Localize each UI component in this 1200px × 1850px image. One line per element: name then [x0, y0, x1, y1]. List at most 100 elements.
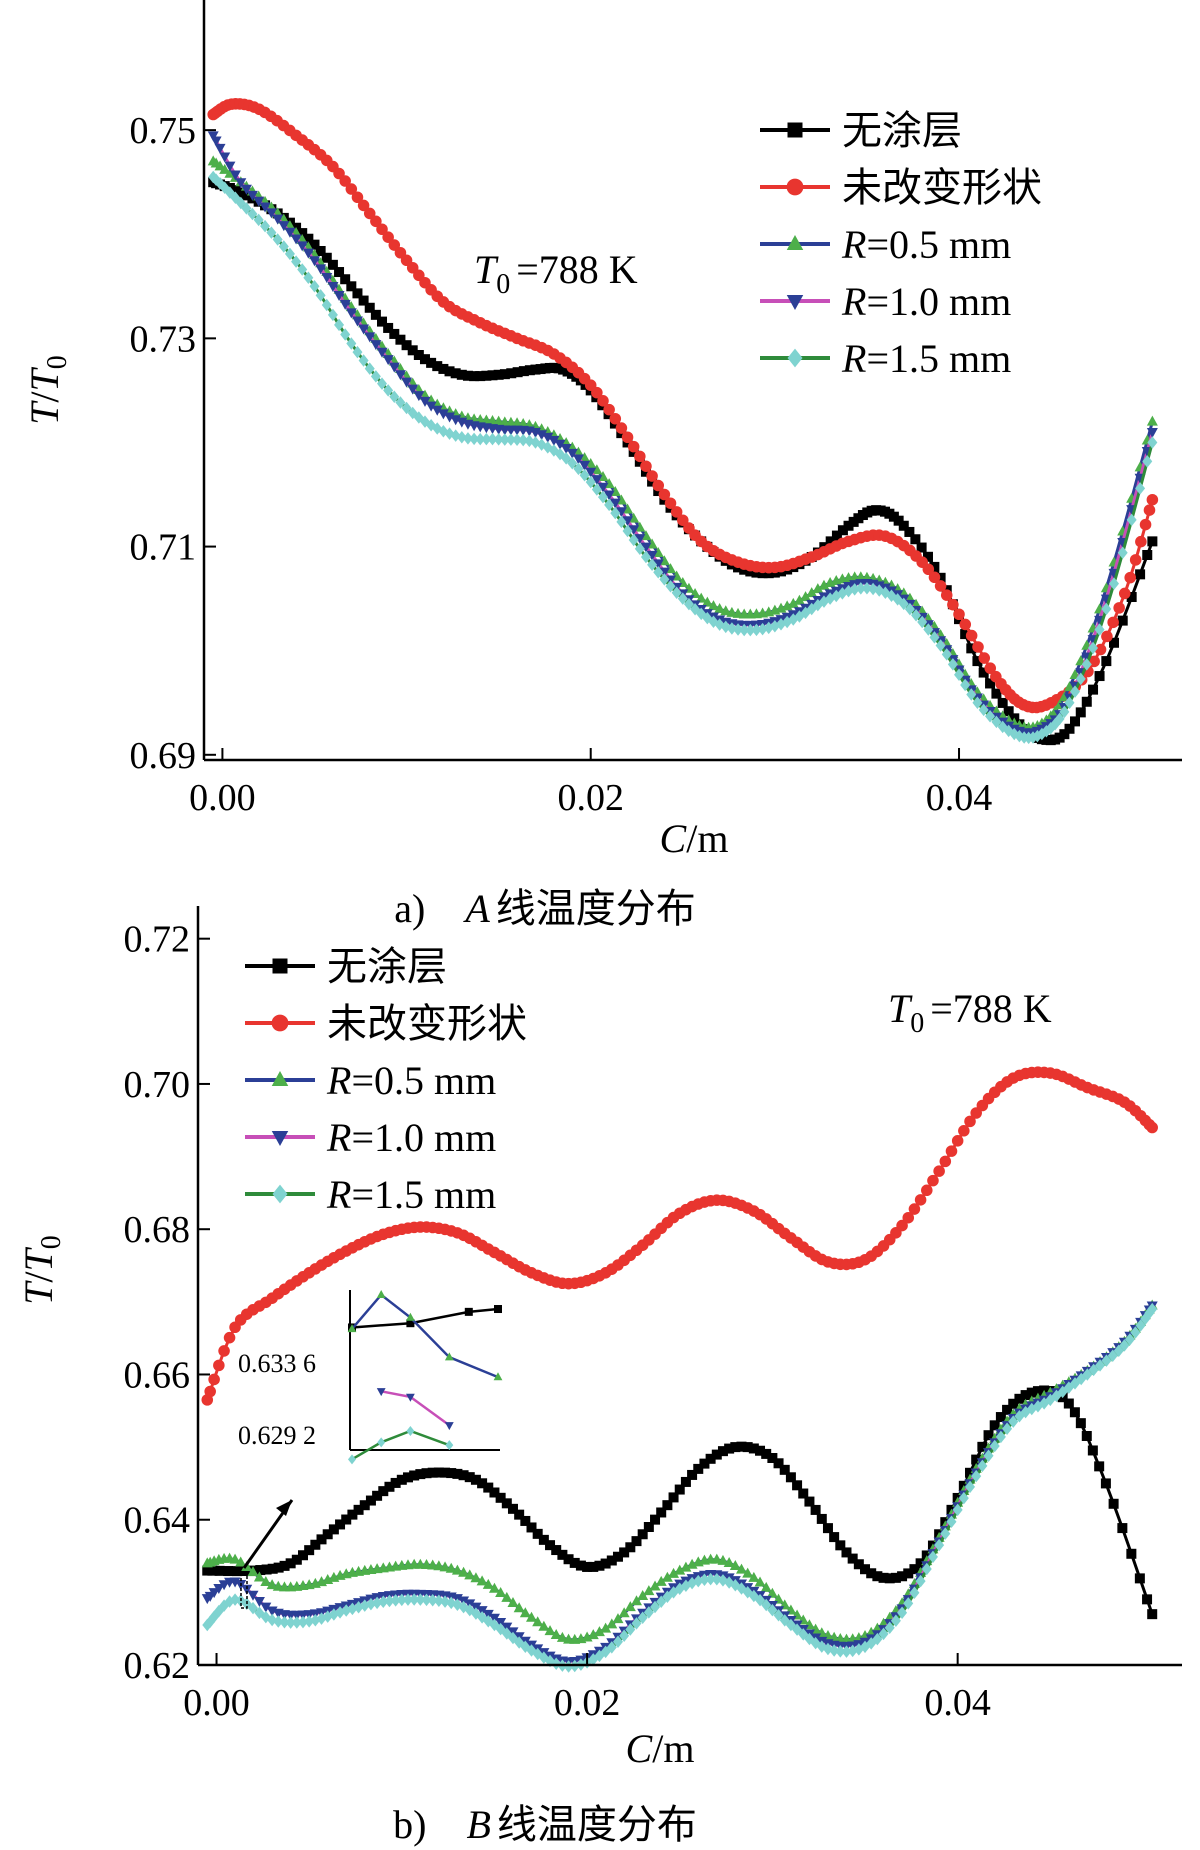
panel-a-t0-annotation: T0 =788 K	[474, 247, 638, 300]
panel-a-series-5-point	[260, 219, 271, 233]
panel-b-series-1-point	[353, 1504, 364, 1515]
panel-b-series-5-point	[927, 1550, 938, 1564]
panel-a-caption: a) A 线温度分布	[394, 886, 696, 931]
panel-b-series-1-point	[304, 1545, 315, 1556]
panel-b-series-2-point	[964, 1115, 976, 1128]
panel-b-series-1-point	[822, 1523, 833, 1534]
panel-b-series-1-point	[1087, 1445, 1098, 1456]
panel-b-series-1-point	[255, 1565, 266, 1576]
panel-b-series-4-point	[247, 1590, 259, 1601]
panel-b-series-5-point	[773, 1609, 784, 1622]
panel-a-series-5-point	[1147, 436, 1158, 449]
panel-a-series-2-point	[603, 403, 615, 416]
panel-b-series-3-point	[482, 1578, 494, 1589]
panel-a-series-1-point	[241, 190, 252, 201]
panel-b-series-3-point	[587, 1629, 599, 1640]
panel-a-series-5-point	[966, 688, 977, 701]
panel-b-series-2-point	[1146, 1121, 1158, 1134]
panel-b-series-1-point	[1075, 1418, 1086, 1429]
panel-a-series-4-point	[224, 161, 236, 172]
panel-a-series-5-point	[1135, 482, 1146, 495]
panel-b-legend-item-1: 无涂层	[245, 944, 447, 989]
panel-a-series-4-point	[272, 214, 284, 225]
panel-a-series-5-point	[904, 602, 915, 616]
panel-b-series-5-point	[378, 1595, 389, 1609]
panel-a-series-2-point	[609, 412, 622, 425]
panel-b-series-1-point	[1142, 1594, 1153, 1605]
panel-b-series-1-point	[643, 1522, 654, 1532]
inset-series-3-point	[406, 1312, 415, 1321]
panel-b-series-3-point	[229, 1553, 241, 1564]
panel-b-series-3-point	[550, 1629, 562, 1640]
panel-a-plot-area	[207, 98, 1159, 746]
panel-b-series-1-point	[1147, 1609, 1158, 1620]
panel-a-series-4-point	[591, 475, 603, 486]
inset-series-1-point	[494, 1305, 502, 1314]
panel-a-series-1-point	[475, 371, 486, 382]
panel-a-legend-item-2: 未改变形状	[760, 165, 1042, 210]
panel-a-series-3-point	[714, 603, 726, 614]
panel-b-series-1-point	[816, 1513, 827, 1524]
panel-a-series-2-point	[363, 207, 376, 220]
panel-a-series-1-point	[499, 369, 510, 380]
panel-b-series-1-point	[711, 1449, 722, 1460]
panel-b-series-1-point	[551, 1545, 562, 1556]
panel-a-series-5-line	[212, 175, 1154, 740]
panel-a-legend-swatch-marker	[786, 178, 804, 196]
panel-b-series-1-point	[693, 1463, 704, 1474]
panel-b-series-1-point	[446, 1468, 457, 1479]
panel-a-series-4-point	[585, 467, 597, 478]
panel-a-series-1-point	[985, 678, 996, 689]
panel-b-series-1-point	[625, 1542, 636, 1553]
panel-b-series-1-point	[214, 1565, 225, 1576]
panel-b-series-1-point	[532, 1528, 543, 1539]
panel-b-series-5-point	[884, 1621, 895, 1634]
panel-a-series-1	[208, 177, 1158, 746]
panel-b-series-3-point	[519, 1607, 531, 1618]
panel-a-legend-label: 未改变形状	[842, 165, 1042, 210]
panel-a-series-1-point	[524, 365, 535, 376]
panel-b-series-1-point	[662, 1500, 673, 1511]
panel-a-series-1-point	[837, 525, 848, 536]
panel-b-series-3-point	[748, 1571, 760, 1582]
panel-a-series-5-point	[1070, 685, 1081, 698]
panel-b-series-1-point	[798, 1488, 809, 1499]
panel-a-series-1-point	[481, 370, 492, 381]
panel-b-series-1-point	[202, 1565, 213, 1576]
panel-a-series-1-point	[395, 334, 406, 345]
panel-a-series-5-point	[861, 581, 872, 595]
inset-series-4-point	[376, 1388, 386, 1397]
panel-b-series-5-point	[297, 1615, 308, 1629]
panel-a-series-2-point	[965, 629, 978, 642]
panel-a-series-2-point	[922, 563, 935, 576]
panel-b-x-tick-label: 0.00	[183, 1682, 250, 1724]
panel-b-series-1-point	[557, 1549, 568, 1560]
panel-b-series-1-point	[699, 1458, 710, 1469]
panel-a-series-5-point	[247, 207, 258, 221]
panel-b-series-5-point	[1135, 1319, 1146, 1332]
panel-b: 0.00 0.02 0.04 0.62 0.64 0.66 0.68 0.70 0.72 T/T…	[16, 906, 1182, 1847]
panel-b-legend-item-4: R=1.0 mm	[245, 1115, 496, 1160]
panel-b-series-5-point	[563, 1660, 574, 1673]
panel-b-series-1-point	[520, 1515, 531, 1526]
panel-a-series-5-point	[616, 515, 627, 529]
panel-a-series-5-point	[340, 328, 351, 341]
panel-a-series-1-point	[1117, 615, 1128, 626]
panel-b-series-5-point	[761, 1598, 772, 1612]
panel-b-series-5-point	[396, 1593, 407, 1607]
panel-a-series-5-point	[1088, 641, 1099, 655]
panel-a-series-3-point	[591, 464, 603, 475]
panel-b-series-3-point	[253, 1571, 265, 1582]
panel-a-series-4-point	[628, 525, 640, 536]
panel-a-series-3-point	[585, 457, 597, 468]
panel-a-series-5-point	[898, 597, 909, 611]
panel-a-series-5-point	[653, 565, 664, 579]
panel-b-series-1-point	[748, 1443, 759, 1454]
panel-b-series-2-point	[896, 1219, 908, 1232]
panel-b-ticks: 0.00 0.02 0.04 0.62 0.64 0.66 0.68 0.70 0.72	[124, 919, 991, 1724]
panel-b-legend-swatch-marker	[271, 1014, 289, 1032]
panel-b-series-5-point	[971, 1469, 982, 1483]
panel-b-series-1-point	[526, 1522, 537, 1533]
panel-b-t0-annotation: T0 =788 K	[888, 986, 1052, 1039]
panel-a-series-5-point	[309, 280, 320, 293]
